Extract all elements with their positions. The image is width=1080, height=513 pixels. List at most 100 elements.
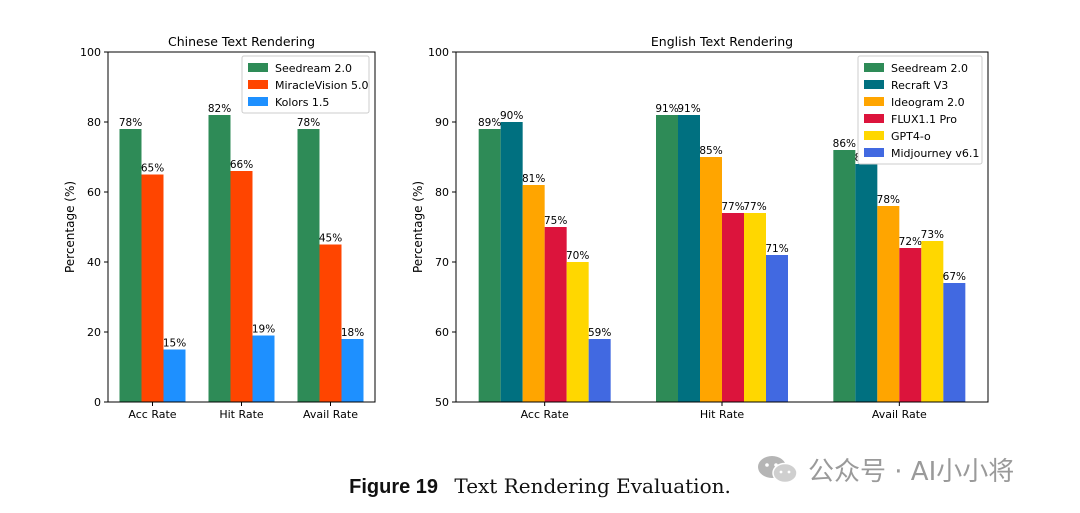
bar-value-label: 89%: [478, 117, 501, 129]
legend-swatch: [864, 114, 884, 123]
y-tick-label: 70: [435, 256, 449, 269]
bar: [943, 283, 966, 402]
x-tick-label: Hit Rate: [700, 408, 745, 421]
bar: [141, 174, 164, 402]
bar: [208, 115, 231, 402]
bar-value-label: 91%: [677, 103, 700, 115]
legend-label: Midjourney v6.1: [891, 147, 979, 160]
bar-value-label: 91%: [655, 103, 678, 115]
legend-label: GPT4-o: [891, 130, 931, 143]
bar: [700, 157, 722, 402]
legend-swatch: [248, 97, 268, 106]
bar: [566, 262, 589, 402]
bar-value-label: 18%: [341, 327, 364, 339]
bar: [722, 213, 744, 402]
bar-value-label: 86%: [833, 138, 856, 150]
legend-swatch: [864, 97, 884, 106]
x-tick-label: Acc Rate: [521, 408, 569, 421]
legend-label: MiracleVision 5.0: [275, 79, 369, 92]
figure-caption: Figure 19 Text Rendering Evaluation.: [0, 474, 1080, 499]
bar-value-label: 70%: [566, 250, 589, 262]
bar: [833, 150, 856, 402]
bar-value-label: 78%: [119, 117, 142, 129]
bar-value-label: 67%: [943, 271, 966, 283]
bar: [500, 122, 523, 402]
chart-1: Chinese Text Rendering 0 20 40 60 80 100 Percen…: [63, 34, 376, 421]
y-tick-label: 80: [87, 116, 101, 129]
bar: [163, 349, 186, 402]
y-tick-label: 100: [428, 46, 449, 59]
legend-swatch: [864, 63, 884, 72]
legend-swatch: [248, 80, 268, 89]
bar: [297, 129, 320, 402]
chart-2: English Text Rendering 50 60 70 80 90 100 Perce…: [411, 34, 989, 421]
watermark: 公众号 · AI小小将: [756, 452, 1015, 487]
bar: [678, 115, 700, 402]
bar: [230, 171, 253, 402]
bar-value-label: 72%: [899, 236, 922, 248]
legend-label: Seedream 2.0: [891, 62, 968, 75]
x-tick-label: Acc Rate: [128, 408, 176, 421]
y-tick-label: 60: [435, 326, 449, 339]
legend-label: FLUX1.1 Pro: [891, 113, 957, 126]
bar-value-label: 78%: [297, 117, 320, 129]
chart-title: English Text Rendering: [651, 34, 793, 49]
bar-value-label: 90%: [500, 110, 523, 122]
y-tick-label: 80: [435, 186, 449, 199]
bar-value-label: 66%: [230, 159, 253, 171]
y-tick-label: 100: [80, 46, 101, 59]
legend-swatch: [864, 131, 884, 140]
bar-value-label: 77%: [721, 201, 744, 213]
bar: [341, 339, 364, 402]
bar: [588, 339, 611, 402]
axes-frame: [107, 51, 376, 403]
bar-value-label: 85%: [699, 145, 722, 157]
y-tick-label: 0: [94, 396, 101, 409]
wechat-icon: [758, 456, 798, 484]
legend-box: [857, 55, 983, 165]
legend-box: [241, 55, 370, 114]
bar: [478, 129, 501, 402]
legend-swatch: [864, 148, 884, 157]
bar-value-label: 59%: [588, 327, 611, 339]
bar: [855, 164, 878, 402]
bar: [877, 206, 900, 402]
axes-frame: [455, 51, 989, 403]
bar: [544, 227, 567, 402]
bar: [744, 213, 766, 402]
x-tick-label: Hit Rate: [219, 408, 264, 421]
bar: [766, 255, 788, 402]
y-tick-label: 50: [435, 396, 449, 409]
bar-value-label: 81%: [522, 173, 545, 185]
y-tick-label: 90: [435, 116, 449, 129]
y-tick-label: 60: [87, 186, 101, 199]
watermark-text: 公众号 · AI小小将: [808, 456, 1015, 487]
legend-label: Recraft V3: [891, 79, 948, 92]
y-tick-label: 20: [87, 326, 101, 339]
bar-value-label: 65%: [141, 163, 164, 175]
bar-value-label: 75%: [544, 215, 567, 227]
caption-text: Text Rendering Evaluation.: [454, 474, 731, 498]
bar-value-label: 77%: [743, 201, 766, 213]
legend-swatch: [248, 63, 268, 72]
bar-value-label: 73%: [921, 229, 944, 241]
y-axis-label: Percentage (%): [63, 181, 77, 273]
bar: [522, 185, 545, 402]
bar-value-label: 15%: [163, 338, 186, 350]
chart-title: Chinese Text Rendering: [168, 34, 315, 49]
bar-value-label: 82%: [208, 103, 231, 115]
legend-label: Kolors 1.5: [275, 96, 329, 109]
bar-value-label: 45%: [319, 233, 342, 245]
x-tick-label: Avail Rate: [303, 408, 358, 421]
figure-canvas: Chinese Text Rendering 0 20 40 60 80 100 Percen…: [63, 34, 989, 421]
bar-value-label: 19%: [252, 324, 275, 336]
legend-label: Ideogram 2.0: [891, 96, 965, 109]
bar: [899, 248, 922, 402]
bar: [656, 115, 678, 402]
x-tick-label: Avail Rate: [872, 408, 927, 421]
legend-swatch: [864, 80, 884, 89]
y-axis-label: Percentage (%): [411, 181, 425, 273]
bar: [252, 335, 275, 402]
bar-value-label: 71%: [765, 243, 788, 255]
bar-value-label: 78%: [877, 194, 900, 206]
